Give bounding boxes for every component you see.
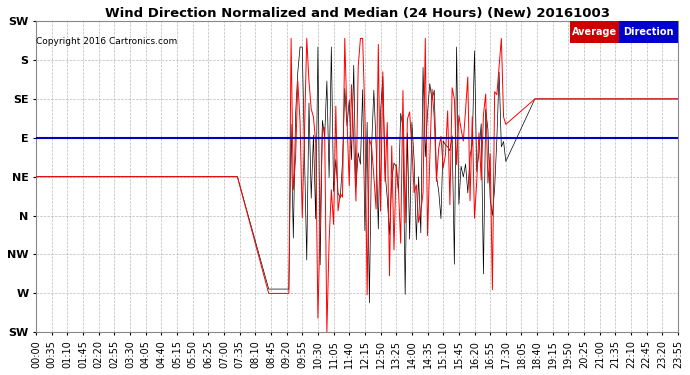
- Text: Average: Average: [572, 27, 617, 37]
- Title: Wind Direction Normalized and Median (24 Hours) (New) 20161003: Wind Direction Normalized and Median (24…: [105, 7, 609, 20]
- Text: Copyright 2016 Cartronics.com: Copyright 2016 Cartronics.com: [36, 37, 177, 46]
- Text: Direction: Direction: [624, 27, 674, 37]
